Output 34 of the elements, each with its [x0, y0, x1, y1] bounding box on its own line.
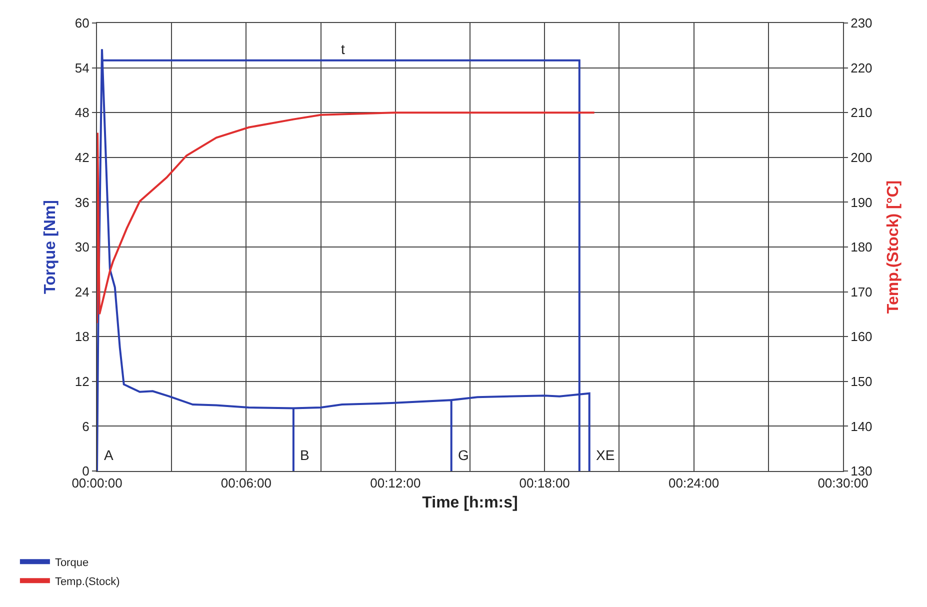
- y2-tick-label: 160: [850, 329, 872, 344]
- x-tick-label: 00:24:00: [668, 476, 720, 491]
- annotation: XE: [596, 447, 615, 463]
- y2-tick-label: 210: [850, 105, 872, 120]
- y-tick-label: 60: [74, 16, 90, 31]
- annotation: G: [458, 447, 469, 463]
- y2-tick-label: 180: [850, 240, 872, 255]
- x-tick-label: 00:12:00: [370, 476, 421, 491]
- annotation: B: [300, 447, 310, 463]
- y-tick-label: 6: [82, 418, 90, 434]
- y2-tick-label: 230: [850, 16, 872, 31]
- x-tick-label: 00:18:00: [519, 476, 570, 491]
- legend-label: Torque: [54, 556, 89, 569]
- y2-tick-label: 140: [850, 418, 872, 434]
- y-tick-label: 42: [74, 150, 90, 165]
- y2-tick-label: 220: [850, 60, 872, 76]
- y-axis-title: Torque [Nm]: [42, 200, 59, 294]
- y-tick-label: 12: [74, 374, 90, 389]
- y2-tick-label: 190: [850, 194, 872, 210]
- y-tick-label: 30: [74, 240, 90, 255]
- y2-tick-label: 150: [850, 374, 872, 389]
- y2-tick-label: 170: [850, 284, 872, 300]
- y-tick-label: 18: [74, 329, 90, 344]
- y-tick-label: 24: [74, 284, 90, 300]
- y2-axis-title: Temp.(Stock) [°C]: [885, 180, 902, 314]
- x-tick-label: 00:06:00: [220, 476, 272, 491]
- annotation: t: [341, 41, 345, 57]
- y-tick-label: 36: [74, 194, 90, 210]
- x-axis-title: Time [h:m:s]: [422, 494, 518, 512]
- annotation: A: [104, 447, 114, 463]
- y-tick-label: 54: [74, 60, 90, 76]
- legend-label: Temp.(Stock): [54, 576, 120, 588]
- y2-tick-label: 200: [850, 150, 872, 165]
- y-tick-label: 48: [74, 105, 90, 120]
